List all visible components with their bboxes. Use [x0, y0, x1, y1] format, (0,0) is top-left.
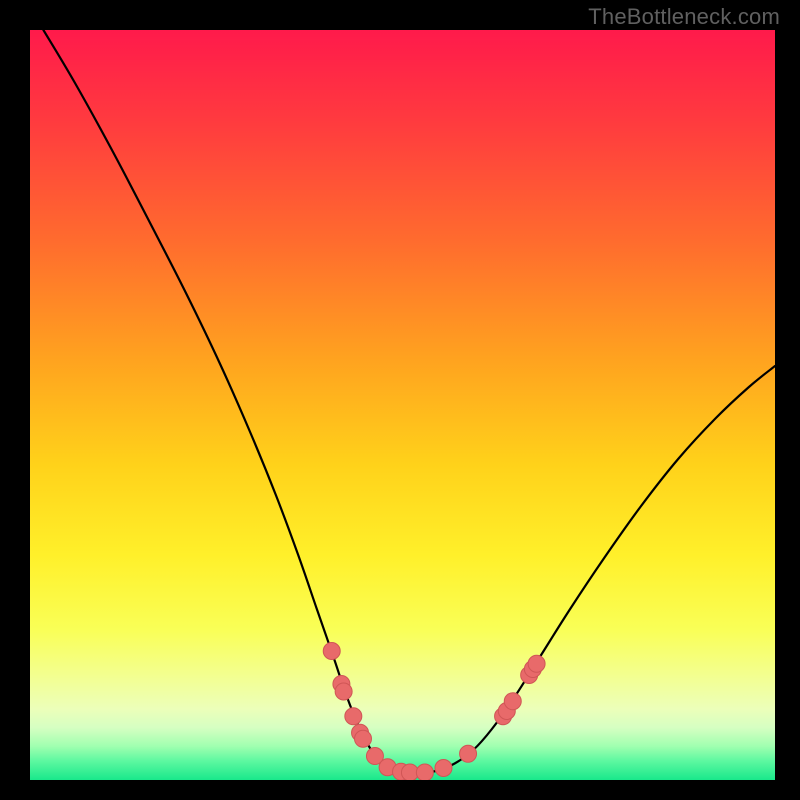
data-marker: [335, 683, 352, 700]
data-marker: [528, 655, 545, 672]
data-marker: [323, 643, 340, 660]
data-marker: [435, 760, 452, 777]
data-marker: [504, 693, 521, 710]
data-marker: [460, 745, 477, 762]
data-marker: [355, 730, 372, 747]
bottleneck-curve: [43, 30, 775, 773]
chart-overlay: [0, 0, 800, 800]
watermark-text: TheBottleneck.com: [588, 4, 780, 30]
data-marker: [416, 764, 433, 781]
data-marker: [345, 708, 362, 725]
